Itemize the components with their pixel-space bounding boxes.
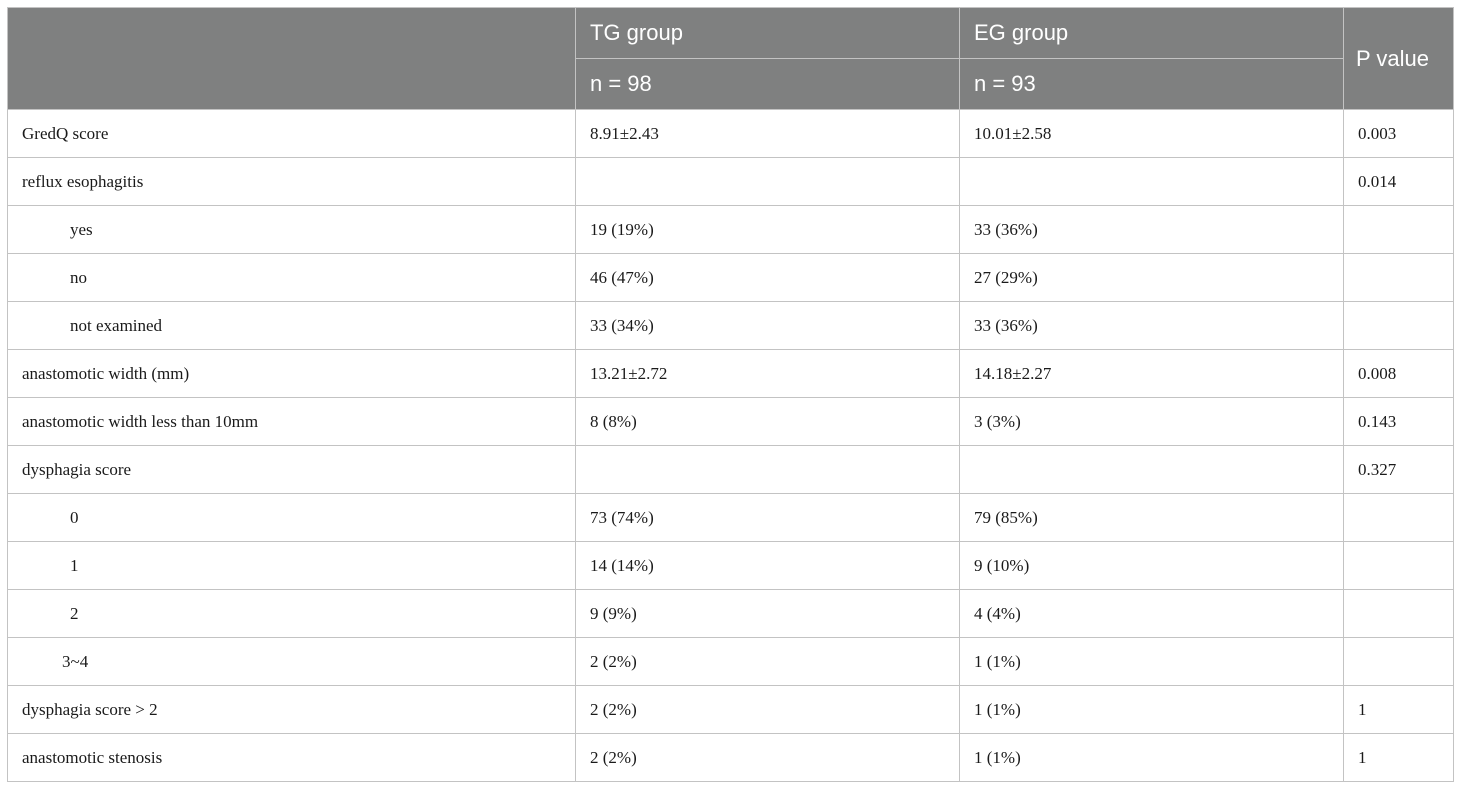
table-row: 1 14 (14%) 9 (10%) xyxy=(7,541,1454,590)
tg-value: 14 (14%) xyxy=(575,541,960,590)
tg-value xyxy=(575,157,960,206)
table-row: 3~4 2 (2%) 1 (1%) xyxy=(7,637,1454,686)
eg-value: 3 (3%) xyxy=(959,397,1344,446)
row-label: 3~4 xyxy=(7,637,576,686)
p-value xyxy=(1343,637,1454,686)
row-label: 0 xyxy=(7,493,576,542)
row-label: 2 xyxy=(7,589,576,638)
table-row: no 46 (47%) 27 (29%) xyxy=(7,253,1454,302)
table-row: anastomotic width less than 10mm 8 (8%) 3 … xyxy=(7,397,1454,446)
eg-value: 27 (29%) xyxy=(959,253,1344,302)
tg-value: 13.21±2.72 xyxy=(575,349,960,398)
tg-value: 33 (34%) xyxy=(575,301,960,350)
eg-value: 33 (36%) xyxy=(959,301,1344,350)
table-row: 0 73 (74%) 79 (85%) xyxy=(7,493,1454,542)
p-value: 0.143 xyxy=(1343,397,1454,446)
eg-value: 4 (4%) xyxy=(959,589,1344,638)
table-row: yes 19 (19%) 33 (36%) xyxy=(7,205,1454,254)
row-label: dysphagia score > 2 xyxy=(7,685,576,734)
header-tg-group: TG group xyxy=(575,7,960,59)
row-label: GredQ score xyxy=(7,109,576,158)
table-row: GredQ score 8.91±2.43 10.01±2.58 0.003 xyxy=(7,109,1454,158)
header-eg-group: EG group xyxy=(959,7,1344,59)
row-label: anastomotic stenosis xyxy=(7,733,576,782)
table-row: anastomotic stenosis 2 (2%) 1 (1%) 1 xyxy=(7,733,1454,782)
tg-value: 19 (19%) xyxy=(575,205,960,254)
tg-value: 46 (47%) xyxy=(575,253,960,302)
eg-value: 9 (10%) xyxy=(959,541,1344,590)
tg-value: 8 (8%) xyxy=(575,397,960,446)
p-value: 1 xyxy=(1343,685,1454,734)
tg-value: 9 (9%) xyxy=(575,589,960,638)
tg-value: 8.91±2.43 xyxy=(575,109,960,158)
tg-value: 2 (2%) xyxy=(575,637,960,686)
header-row: TG group EG group P value xyxy=(7,7,1454,110)
row-label: not examined xyxy=(7,301,576,350)
row-label: anastomotic width (mm) xyxy=(7,349,576,398)
eg-value: 79 (85%) xyxy=(959,493,1344,542)
p-value: 0.327 xyxy=(1343,445,1454,494)
eg-value xyxy=(959,445,1344,494)
tg-value: 2 (2%) xyxy=(575,733,960,782)
row-label: reflux esophagitis xyxy=(7,157,576,206)
p-value xyxy=(1343,493,1454,542)
tg-value: 73 (74%) xyxy=(575,493,960,542)
p-value: 0.014 xyxy=(1343,157,1454,206)
header-eg-n: n = 93 xyxy=(959,58,1344,110)
p-value: 0.008 xyxy=(1343,349,1454,398)
p-value xyxy=(1343,205,1454,254)
p-value: 0.003 xyxy=(1343,109,1454,158)
row-label: dysphagia score xyxy=(7,445,576,494)
tg-value: 2 (2%) xyxy=(575,685,960,734)
row-label: yes xyxy=(7,205,576,254)
eg-value: 33 (36%) xyxy=(959,205,1344,254)
eg-value: 14.18±2.27 xyxy=(959,349,1344,398)
eg-value: 1 (1%) xyxy=(959,733,1344,782)
table-header: TG group EG group P value n = 98 n = 93 xyxy=(7,7,1454,110)
header-p-value: P value xyxy=(1343,7,1454,110)
table-row: dysphagia score 0.327 xyxy=(7,445,1454,494)
p-value xyxy=(1343,589,1454,638)
row-label: no xyxy=(7,253,576,302)
p-value: 1 xyxy=(1343,733,1454,782)
table-row: not examined 33 (34%) 33 (36%) xyxy=(7,301,1454,350)
results-table: TG group EG group P value n = 98 n = 93 … xyxy=(7,7,1454,782)
p-value xyxy=(1343,301,1454,350)
eg-value: 1 (1%) xyxy=(959,637,1344,686)
p-value xyxy=(1343,541,1454,590)
header-tg-n: n = 98 xyxy=(575,58,960,110)
table-row: reflux esophagitis 0.014 xyxy=(7,157,1454,206)
table-row: anastomotic width (mm) 13.21±2.72 14.18±2.… xyxy=(7,349,1454,398)
eg-value xyxy=(959,157,1344,206)
header-subrow: n = 98 n = 93 xyxy=(8,58,1454,110)
eg-value: 1 (1%) xyxy=(959,685,1344,734)
tg-value xyxy=(575,445,960,494)
eg-value: 10.01±2.58 xyxy=(959,109,1344,158)
table-body: GredQ score 8.91±2.43 10.01±2.58 0.003 reflu… xyxy=(7,109,1454,782)
header-empty-cell xyxy=(7,7,576,110)
row-label: anastomotic width less than 10mm xyxy=(7,397,576,446)
row-label: 1 xyxy=(7,541,576,590)
p-value xyxy=(1343,253,1454,302)
